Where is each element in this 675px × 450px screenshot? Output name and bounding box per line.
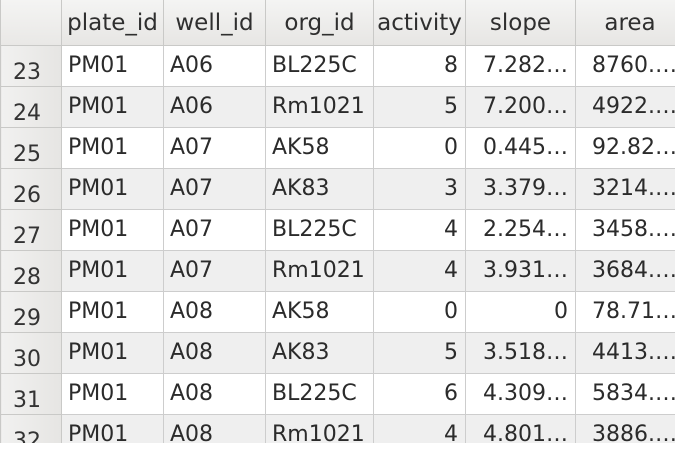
- row-header[interactable]: 29: [0, 291, 62, 333]
- cell-plate-id[interactable]: PM01: [61, 127, 164, 169]
- cell-area[interactable]: 92.82…: [575, 127, 675, 169]
- cell-org-id[interactable]: Rm1021: [265, 414, 374, 443]
- column-header-org-id[interactable]: org_id: [265, 0, 374, 46]
- table-row: 25 PM01 A07 AK58 0 0.445… 92.82…: [0, 127, 675, 169]
- cell-org-id[interactable]: BL225C: [265, 45, 374, 87]
- cell-area[interactable]: 4413.…: [575, 332, 675, 374]
- cell-org-id[interactable]: Rm1021: [265, 250, 374, 292]
- cell-slope[interactable]: 2.254…: [465, 209, 576, 251]
- cell-slope[interactable]: 7.200…: [465, 86, 576, 128]
- cell-slope[interactable]: 3.379…: [465, 168, 576, 210]
- row-header[interactable]: 32: [0, 414, 62, 443]
- cell-activity[interactable]: 0: [373, 291, 466, 333]
- header-row: plate_id well_id org_id activity slope a…: [0, 0, 675, 46]
- cell-activity[interactable]: 4: [373, 250, 466, 292]
- cell-plate-id[interactable]: PM01: [61, 45, 164, 87]
- cell-plate-id[interactable]: PM01: [61, 209, 164, 251]
- cell-activity[interactable]: 6: [373, 373, 466, 415]
- cell-area[interactable]: 4922.…: [575, 86, 675, 128]
- table-row: 30 PM01 A08 AK83 5 3.518… 4413.…: [0, 332, 675, 374]
- row-header[interactable]: 30: [0, 332, 62, 374]
- cell-org-id[interactable]: AK83: [265, 332, 374, 374]
- cell-org-id[interactable]: BL225C: [265, 373, 374, 415]
- cell-plate-id[interactable]: PM01: [61, 414, 164, 443]
- table-row: 32 PM01 A08 Rm1021 4 4.801… 3886.…: [0, 414, 675, 443]
- cell-area[interactable]: 3214.…: [575, 168, 675, 210]
- column-header-slope[interactable]: slope: [465, 0, 576, 46]
- cell-org-id[interactable]: Rm1021: [265, 86, 374, 128]
- row-header[interactable]: 23: [0, 45, 62, 87]
- cell-org-id[interactable]: AK58: [265, 291, 374, 333]
- cell-well-id[interactable]: A07: [163, 250, 266, 292]
- row-header[interactable]: 31: [0, 373, 62, 415]
- row-header[interactable]: 27: [0, 209, 62, 251]
- table-row: 24 PM01 A06 Rm1021 5 7.200… 4922.…: [0, 86, 675, 128]
- corner-button[interactable]: [0, 0, 62, 46]
- grid-bottom-edge: [0, 443, 675, 450]
- cell-area[interactable]: 5834.…: [575, 373, 675, 415]
- cell-plate-id[interactable]: PM01: [61, 291, 164, 333]
- column-header-activity[interactable]: activity: [373, 0, 466, 46]
- column-header-plate-id[interactable]: plate_id: [61, 0, 164, 46]
- table-row: 28 PM01 A07 Rm1021 4 3.931… 3684.…: [0, 250, 675, 292]
- cell-area[interactable]: 78.71…: [575, 291, 675, 333]
- cell-slope[interactable]: 3.931…: [465, 250, 576, 292]
- cell-slope[interactable]: 4.801…: [465, 414, 576, 443]
- cell-well-id[interactable]: A08: [163, 332, 266, 374]
- cell-plate-id[interactable]: PM01: [61, 168, 164, 210]
- table-row: 29 PM01 A08 AK58 0 0 78.71…: [0, 291, 675, 333]
- cell-area[interactable]: 8760.…: [575, 45, 675, 87]
- cell-well-id[interactable]: A08: [163, 414, 266, 443]
- table-row: 23 PM01 A06 BL225C 8 7.282… 8760.…: [0, 45, 675, 87]
- cell-activity[interactable]: 3: [373, 168, 466, 210]
- cell-slope[interactable]: 0.445…: [465, 127, 576, 169]
- row-header[interactable]: 25: [0, 127, 62, 169]
- cell-plate-id[interactable]: PM01: [61, 373, 164, 415]
- cell-plate-id[interactable]: PM01: [61, 250, 164, 292]
- cell-org-id[interactable]: BL225C: [265, 209, 374, 251]
- cell-activity[interactable]: 5: [373, 332, 466, 374]
- cell-well-id[interactable]: A07: [163, 127, 266, 169]
- cell-slope[interactable]: 4.309…: [465, 373, 576, 415]
- cell-well-id[interactable]: A07: [163, 168, 266, 210]
- cell-activity[interactable]: 8: [373, 45, 466, 87]
- row-header[interactable]: 28: [0, 250, 62, 292]
- cell-well-id[interactable]: A06: [163, 45, 266, 87]
- column-header-well-id[interactable]: well_id: [163, 0, 266, 46]
- cell-slope[interactable]: 0: [465, 291, 576, 333]
- cell-well-id[interactable]: A08: [163, 291, 266, 333]
- cell-well-id[interactable]: A06: [163, 86, 266, 128]
- row-header[interactable]: 26: [0, 168, 62, 210]
- table-row: 26 PM01 A07 AK83 3 3.379… 3214.…: [0, 168, 675, 210]
- cell-activity[interactable]: 4: [373, 414, 466, 443]
- cell-area[interactable]: 3886.…: [575, 414, 675, 443]
- cell-org-id[interactable]: AK58: [265, 127, 374, 169]
- table-row: 31 PM01 A08 BL225C 6 4.309… 5834.…: [0, 373, 675, 415]
- cell-activity[interactable]: 0: [373, 127, 466, 169]
- cell-activity[interactable]: 5: [373, 86, 466, 128]
- cell-plate-id[interactable]: PM01: [61, 86, 164, 128]
- row-header[interactable]: 24: [0, 86, 62, 128]
- cell-area[interactable]: 3458.…: [575, 209, 675, 251]
- cell-plate-id[interactable]: PM01: [61, 332, 164, 374]
- table-row: 27 PM01 A07 BL225C 4 2.254… 3458.…: [0, 209, 675, 251]
- cell-activity[interactable]: 4: [373, 209, 466, 251]
- column-header-area[interactable]: area: [575, 0, 675, 46]
- cell-area[interactable]: 3684.…: [575, 250, 675, 292]
- cell-org-id[interactable]: AK83: [265, 168, 374, 210]
- cell-well-id[interactable]: A07: [163, 209, 266, 251]
- cell-slope[interactable]: 7.282…: [465, 45, 576, 87]
- cell-well-id[interactable]: A08: [163, 373, 266, 415]
- cell-slope[interactable]: 3.518…: [465, 332, 576, 374]
